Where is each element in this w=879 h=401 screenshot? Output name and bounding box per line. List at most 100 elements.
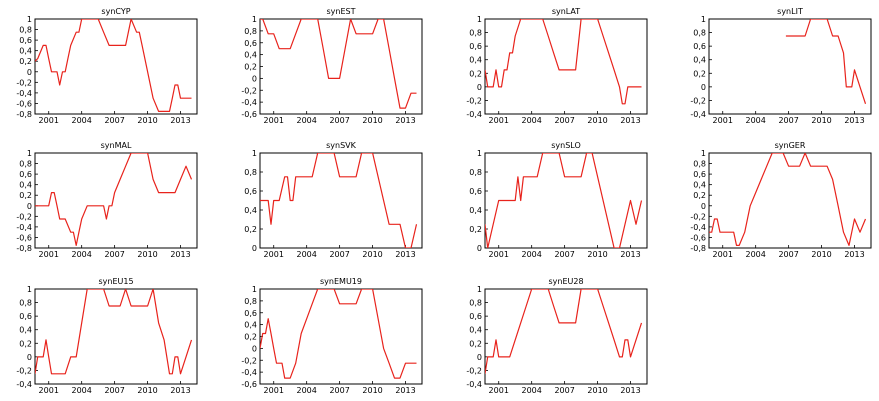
- panel-1: synEST -0,6 -0,4 -0,2 0 0,2 0,4 0,6 0,8 1 2001 2004…: [241, 7, 423, 125]
- panel-title: synLIT: [777, 7, 803, 16]
- x-tick-label: 2013: [620, 250, 640, 259]
- x-tick-label: 2007: [778, 250, 798, 259]
- y-tick-label: 0: [477, 244, 482, 253]
- panel-7: synGER -0,8 -0,6-0,4 -0,20 0,20,4 0,60,8 1 2001…: [690, 141, 872, 259]
- y-tick-label: 0,6: [469, 187, 482, 196]
- y-tick-label: 0,6: [693, 170, 706, 179]
- y-tick-label: 0,4: [19, 181, 32, 190]
- panel-title: synEU15: [98, 277, 133, 286]
- y-tick-label: 0,2: [469, 339, 482, 348]
- plot-frame: [708, 152, 872, 249]
- x-tick-label: 2001: [39, 386, 59, 395]
- y-tick-label: 0,8: [469, 29, 482, 38]
- x-tick-label: 2010: [362, 250, 382, 259]
- plot-frame: [708, 18, 872, 115]
- panel-title: synCYP: [101, 7, 130, 16]
- series-line: [709, 153, 867, 246]
- panel-title: synSLO: [551, 141, 581, 150]
- y-tick-label: -0,4: [16, 380, 32, 389]
- y-tick-label: 0,6: [469, 312, 482, 321]
- y-tick-label: -0,6: [690, 233, 706, 242]
- panel-2: synLAT -0,4 -0,2 0 0,2 0,4 0,6 0,8 1 2001 2004 2007…: [466, 7, 648, 125]
- y-tick-label: 0: [701, 83, 706, 92]
- panel-title: synEST: [327, 7, 356, 16]
- y-tick-label: 0,6: [19, 170, 32, 179]
- panel-title: synEMU19: [320, 277, 362, 286]
- y-tick-label: 0,4: [244, 51, 257, 60]
- y-tick-label: 0: [701, 202, 706, 211]
- x-tick-label: 2013: [170, 116, 190, 125]
- y-tick-label: 1: [477, 285, 482, 294]
- y-tick-label: -0,2: [690, 96, 706, 105]
- series-line: [35, 289, 193, 375]
- y-tick-label: 0,2: [693, 191, 706, 200]
- y-tick-label: 0: [27, 68, 32, 77]
- x-tick-label: 2013: [395, 386, 415, 395]
- y-tick-label: 0,6: [19, 36, 32, 45]
- y-tick-label: 0,2: [469, 225, 482, 234]
- x-tick-label: 2004: [71, 116, 91, 125]
- y-tick-label: 0,8: [244, 297, 257, 306]
- y-tick-label: 0,4: [244, 206, 257, 215]
- x-tick-label: 2013: [170, 386, 190, 395]
- y-tick-label: 0,4: [469, 326, 482, 335]
- y-tick-label: 0,8: [19, 26, 32, 35]
- y-tick-label: 0,6: [244, 187, 257, 196]
- y-tick-label: 0: [252, 344, 257, 353]
- y-tick-label: 0,2: [19, 191, 32, 200]
- y-tick-label: -0,4: [241, 98, 257, 107]
- y-tick-label: 0,6: [469, 42, 482, 51]
- panel-title: synMAL: [101, 141, 132, 150]
- y-tick-label: 0,8: [693, 160, 706, 169]
- x-tick-label: 2007: [554, 116, 574, 125]
- y-tick-label: 1: [252, 149, 257, 158]
- series-line: [485, 19, 642, 105]
- x-tick-label: 2001: [489, 116, 509, 125]
- y-tick-label: 0,8: [244, 168, 257, 177]
- y-tick-label: -0,8: [16, 110, 32, 119]
- y-tick-label: 0,8: [693, 29, 706, 38]
- x-tick-label: 2007: [104, 116, 124, 125]
- panel-8: synEU15 -0,4 -0,2 0 0,2 0,4 0,6 0,8 1 2001 2004 200…: [16, 277, 198, 395]
- panel-9: synEMU19 -0,6 -0,4 -0,2 0 0,2 0,4 0,6 0,8 1 2001 20…: [241, 277, 423, 395]
- series-line: [485, 153, 643, 248]
- y-tick-label: 0,8: [19, 299, 32, 308]
- series-line: [785, 19, 867, 104]
- y-tick-label: 0,2: [244, 333, 257, 342]
- x-tick-label: 2013: [395, 116, 415, 125]
- plot-frame: [34, 152, 198, 249]
- x-tick-label: 2013: [170, 250, 190, 259]
- x-tick-label: 2001: [713, 116, 733, 125]
- series-line: [260, 19, 417, 109]
- y-tick-label: 0,2: [244, 63, 257, 72]
- plot-frame: [484, 18, 648, 115]
- y-tick-label: -0,6: [16, 233, 32, 242]
- y-tick-label: -0,2: [241, 86, 257, 95]
- y-tick-label: -0,8: [16, 244, 32, 253]
- panel-title: synSVK: [326, 141, 357, 150]
- y-tick-label: -0,2: [690, 212, 706, 221]
- y-tick-label: -0,6: [241, 110, 257, 119]
- y-tick-label: 0: [477, 83, 482, 92]
- plot-frame: [484, 152, 648, 249]
- y-tick-label: -0,2: [16, 212, 32, 221]
- y-tick-label: 0,8: [19, 160, 32, 169]
- y-tick-label: -0,2: [241, 356, 257, 365]
- y-tick-label: 0,2: [19, 57, 32, 66]
- y-tick-label: 1: [701, 15, 706, 24]
- y-tick-label: 0,6: [244, 309, 257, 318]
- y-tick-label: -0,4: [466, 110, 482, 119]
- x-tick-label: 2001: [39, 250, 59, 259]
- x-tick-label: 2007: [329, 250, 349, 259]
- plot-frame: [259, 152, 423, 249]
- panel-4: synMAL -0,8 -0,6-0,4 -0,20 0,20,4 0,60,8 1 2001…: [16, 141, 198, 259]
- panel-5: synSVK 0 0,2 0,4 0,6 0,8 1 2001 2004 2007 2010 2013: [244, 141, 423, 259]
- x-tick-label: 2001: [264, 250, 284, 259]
- y-tick-label: 0,4: [693, 181, 706, 190]
- y-tick-label: -0,4: [16, 223, 32, 232]
- x-tick-label: 2004: [296, 386, 316, 395]
- y-tick-label: 0: [477, 353, 482, 362]
- x-tick-label: 2010: [811, 250, 831, 259]
- x-tick-label: 2001: [489, 250, 509, 259]
- y-tick-label: 0,2: [469, 69, 482, 78]
